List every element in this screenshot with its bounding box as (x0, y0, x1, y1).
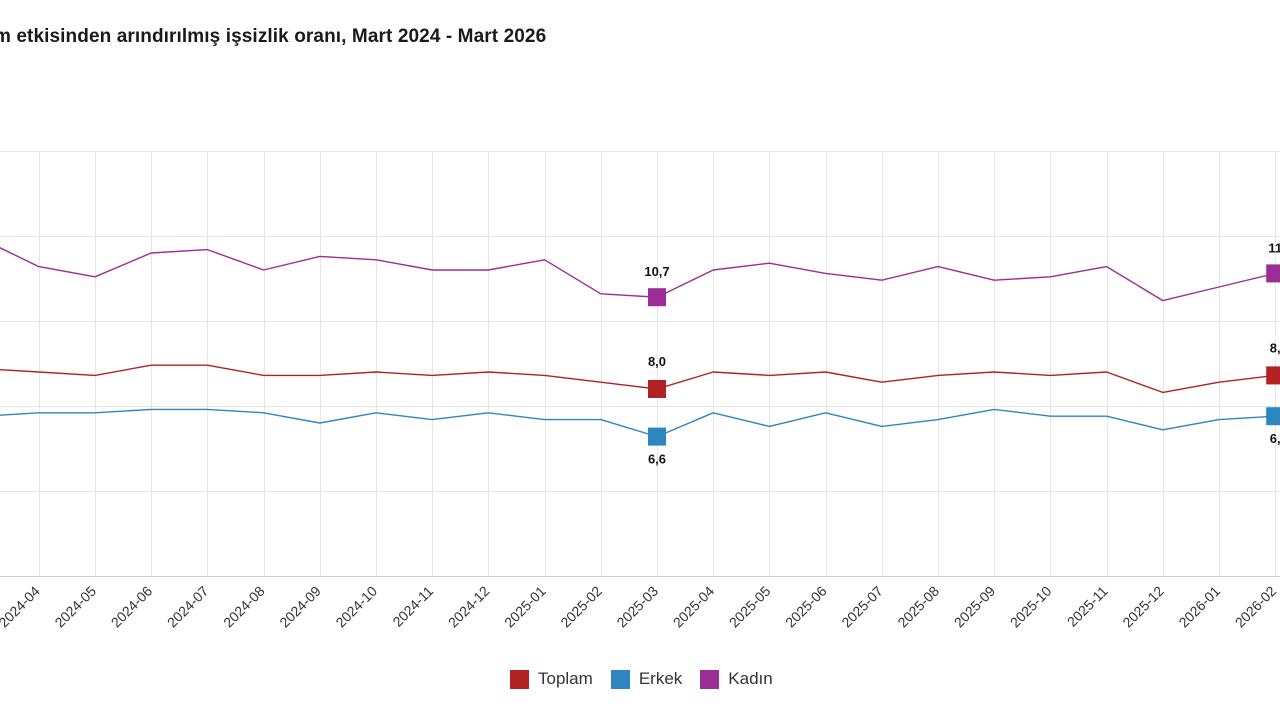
legend-item-erkek[interactable]: Erkek (610, 669, 683, 689)
legend-item-toplam[interactable]: Toplam (510, 669, 593, 689)
data-marker (1266, 407, 1280, 426)
legend: Toplam Erkek Kadın (510, 669, 773, 689)
gridlines (0, 151, 1280, 577)
data-label: 6,6 (648, 452, 666, 467)
x-tick-label: 2024-09 (276, 583, 324, 631)
chart-title: m etkisinden arındırılmış işsizlik oranı… (0, 26, 547, 47)
x-tick-label: 2024-11 (389, 583, 436, 630)
data-marker (1266, 366, 1280, 385)
data-marker (648, 288, 666, 307)
data-marker (648, 427, 666, 446)
x-tick-label: 2025-03 (613, 583, 661, 631)
x-tick-label: 2025-05 (726, 583, 774, 631)
data-label: 11 (1268, 240, 1280, 255)
legend-swatch-kadin (700, 669, 720, 689)
legend-label-erkek: Erkek (638, 669, 683, 688)
series-line (0, 364, 1276, 394)
x-tick-label: 2025-06 (782, 583, 830, 631)
series-line (0, 408, 1276, 438)
x-tick-label: 2024-04 (0, 583, 43, 631)
x-tick-label: 2024-12 (445, 583, 493, 631)
x-tick-label: 2026-01 (1175, 583, 1223, 631)
legend-item-kadin[interactable]: Kadın (700, 669, 773, 689)
x-tick-label: 2025-11 (1064, 583, 1111, 630)
series-line (0, 247, 1276, 302)
data-marker (648, 380, 666, 398)
data-label: 6, (1270, 431, 1280, 446)
x-tick-label: 2025-02 (557, 583, 605, 631)
x-tick-label: 2025-01 (501, 583, 549, 631)
series-kadın (0, 247, 1276, 302)
legend-swatch-erkek (610, 669, 630, 689)
x-tick-label: 2025-12 (1119, 583, 1167, 631)
legend-label-kadin: Kadın (728, 669, 773, 688)
x-tick-label: 2024-07 (164, 583, 212, 631)
x-tick-label: 2025-04 (670, 583, 718, 631)
annotations: 10,7 8,0 6,6 11 8, 6, (644, 240, 1280, 467)
x-tick-label: 2025-10 (1007, 583, 1055, 631)
x-tick-label: 2024-05 (51, 583, 99, 631)
data-label: 10,7 (644, 264, 669, 279)
legend-label-toplam: Toplam (538, 669, 593, 688)
x-tick-label: 2025-09 (951, 583, 999, 631)
legend-swatch-toplam (510, 669, 529, 689)
series-toplam (0, 364, 1276, 394)
data-marker (1266, 264, 1280, 283)
x-tick-label: 2025-08 (894, 583, 942, 631)
data-label: 8, (1270, 340, 1280, 355)
x-tick-label: 2026-02 (1232, 583, 1280, 631)
series-erkek (0, 408, 1276, 438)
x-tick-label: 2025-07 (838, 583, 886, 631)
x-tick-label: 2024-10 (332, 583, 380, 631)
data-label: 8,0 (648, 354, 666, 369)
x-axis-ticks: 2024-04 2024-05 2024-06 2024-07 2024-08 2024-… (0, 583, 1279, 631)
x-tick-label: 2024-08 (220, 583, 268, 631)
x-tick-label: 2024-06 (108, 583, 156, 631)
